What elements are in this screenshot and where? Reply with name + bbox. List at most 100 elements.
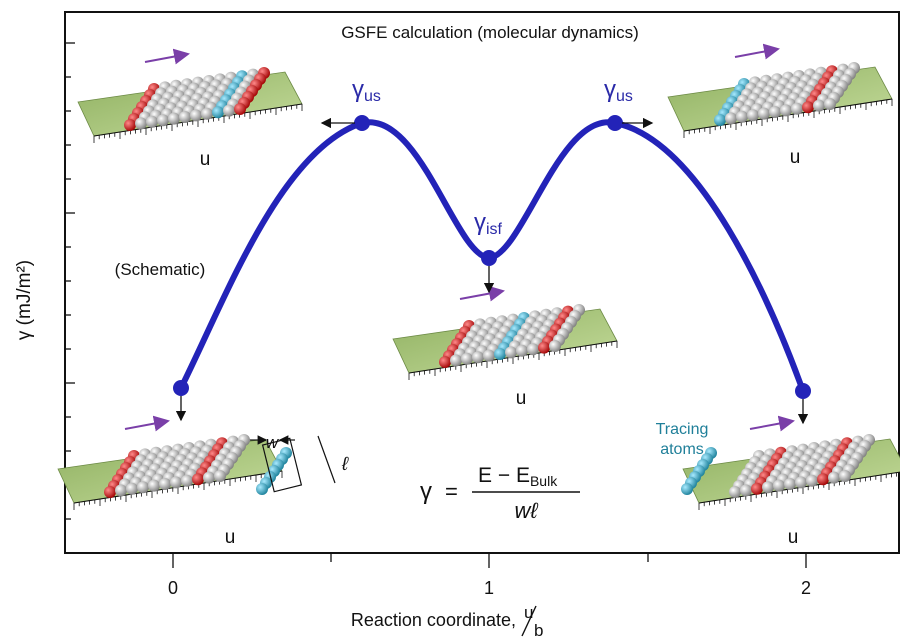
atom	[212, 106, 224, 119]
atom	[802, 101, 814, 114]
atom	[751, 482, 763, 495]
atom	[214, 470, 226, 482]
formula-numerator: E − EBulk	[478, 464, 558, 489]
atom	[839, 470, 851, 482]
annotation: (Schematic)	[115, 260, 206, 279]
formula-denominator: wℓ	[515, 498, 539, 523]
atom	[549, 340, 561, 352]
atom	[124, 119, 136, 131]
atom	[137, 481, 149, 494]
state-symbol: γ	[352, 76, 364, 103]
slip-arrow	[124, 415, 170, 432]
x-tick-label: 2	[801, 578, 811, 598]
atom	[461, 352, 473, 365]
state-subscript: us	[364, 88, 381, 105]
title: GSFE calculation (molecular dynamics)	[341, 23, 639, 42]
slab-label: u	[225, 527, 236, 548]
state-point	[795, 383, 811, 399]
atom	[769, 106, 781, 118]
x-label-numerator: u	[524, 603, 533, 622]
fraction-slash	[521, 605, 537, 637]
atom	[740, 484, 752, 497]
state-symbol: γ	[604, 76, 616, 103]
slip-arrow	[734, 43, 780, 60]
atom	[179, 111, 191, 123]
atom	[104, 486, 116, 498]
atom	[439, 356, 451, 368]
atom	[681, 483, 693, 495]
state-point	[481, 250, 497, 266]
atom-slab	[667, 43, 893, 138]
atom	[170, 476, 182, 489]
atom	[795, 476, 807, 489]
atom	[813, 99, 825, 112]
formula-equals: =	[445, 479, 458, 504]
slab-label: u	[788, 527, 799, 548]
state-symbol: γ	[474, 209, 486, 236]
atom	[450, 354, 462, 367]
annotation: Tracing	[656, 421, 709, 438]
atom	[157, 114, 169, 127]
atom	[806, 474, 818, 487]
atom	[538, 341, 550, 354]
atom	[527, 343, 539, 356]
state-label: γus	[604, 76, 633, 105]
atom-slab	[77, 48, 303, 143]
x-label: Reaction coordinate,	[351, 610, 516, 630]
atom	[168, 112, 180, 125]
state-point	[607, 115, 623, 131]
atom	[747, 109, 759, 122]
dimension-marks	[250, 435, 336, 493]
atom	[729, 486, 741, 498]
atom	[725, 112, 737, 125]
atom	[135, 117, 147, 130]
arrows	[175, 117, 809, 425]
slab-label: u	[790, 147, 801, 168]
atom	[784, 478, 796, 490]
atom	[148, 479, 160, 492]
atom-slab	[681, 415, 900, 510]
state-subscript: us	[616, 88, 633, 105]
atom	[516, 344, 528, 357]
atom	[824, 98, 836, 110]
atom	[762, 481, 774, 494]
atom	[791, 102, 803, 115]
atom	[758, 107, 770, 120]
slab-label: u	[200, 149, 211, 170]
dimension-label: ℓ	[341, 454, 349, 475]
atom	[828, 471, 840, 484]
state-label: γisf	[474, 209, 503, 238]
axes	[64, 11, 900, 568]
atom	[115, 484, 127, 497]
x-tick-label: 0	[168, 578, 178, 598]
atom	[494, 348, 506, 360]
slip-arrow	[144, 48, 190, 65]
atom	[256, 483, 268, 495]
slip-arrow	[749, 415, 795, 432]
atom	[146, 115, 158, 128]
atom	[817, 473, 829, 486]
state-label: γus	[352, 76, 381, 105]
state-subscript: isf	[486, 221, 503, 238]
atom	[483, 349, 495, 362]
atom	[234, 103, 246, 115]
atom	[780, 104, 792, 117]
plot-frame	[64, 11, 900, 554]
atom	[223, 104, 235, 117]
atom	[714, 114, 726, 126]
atom	[736, 110, 748, 123]
slab-label: u	[516, 388, 527, 409]
formula-lhs: γ	[420, 478, 432, 505]
atom	[192, 473, 204, 486]
atom	[126, 482, 138, 495]
atom	[159, 478, 171, 490]
state-point	[173, 380, 189, 396]
atom	[203, 471, 215, 484]
atom	[773, 479, 785, 492]
atom	[505, 346, 517, 359]
slip-arrow	[459, 285, 505, 302]
atom-slab	[392, 285, 618, 380]
atom	[181, 474, 193, 487]
state-point	[354, 115, 370, 131]
